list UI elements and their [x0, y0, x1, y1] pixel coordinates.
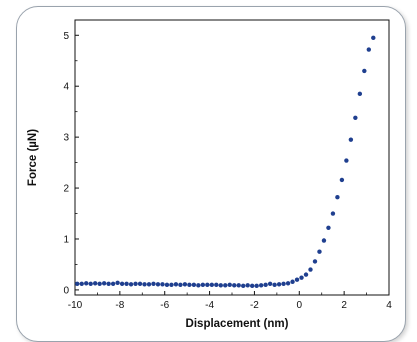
x-axis-title: Displacement (nm) [186, 318, 289, 330]
data-point [272, 282, 277, 288]
data-point [205, 282, 210, 288]
data-point [245, 283, 250, 288]
data-point [191, 282, 197, 288]
y-tick-label: 1 [63, 234, 69, 245]
data-point [84, 281, 89, 286]
plot-frame [74, 19, 390, 296]
data-point [214, 282, 219, 288]
data-point [330, 211, 336, 216]
data-point [223, 283, 228, 288]
data-point [88, 281, 93, 286]
data-point [366, 47, 372, 52]
data-point [344, 158, 349, 163]
data-point [258, 283, 264, 288]
data-point [232, 283, 237, 288]
data-point [133, 281, 138, 286]
data-point [173, 282, 179, 287]
data-point [119, 281, 125, 286]
data-point [236, 283, 241, 288]
data-point [218, 283, 223, 288]
data-point [254, 283, 259, 289]
data-point [128, 282, 134, 287]
data-point [97, 281, 102, 286]
data-point [155, 282, 161, 287]
y-tick-label: 5 [63, 31, 69, 42]
y-axis-title: Force (µN) [27, 129, 39, 186]
data-point [353, 115, 358, 120]
data-point [146, 282, 152, 287]
data-point [115, 280, 120, 285]
data-point [142, 282, 147, 287]
x-tick-label: -2 [250, 300, 259, 311]
data-point [267, 281, 273, 286]
data-point [182, 282, 188, 287]
data-point [110, 281, 116, 286]
data-point [371, 35, 376, 41]
data-point [164, 282, 170, 288]
data-point [357, 91, 363, 97]
y-tick-label: 3 [63, 133, 69, 144]
data-point [169, 282, 174, 288]
data-point [241, 283, 246, 289]
data-point [285, 281, 291, 286]
data-point [92, 281, 98, 286]
y-tick-label: 2 [63, 184, 69, 195]
x-tick-label: 2 [341, 300, 347, 311]
data-point [276, 282, 282, 287]
x-tick-label: 4 [386, 300, 392, 311]
x-tick-label: -4 [205, 300, 214, 311]
data-point [196, 283, 201, 288]
data-point [209, 282, 215, 288]
data-point [101, 281, 107, 286]
data-point [312, 259, 318, 264]
data-point [263, 282, 268, 288]
x-tick-label: -10 [68, 300, 83, 311]
x-tick-label: 0 [297, 300, 303, 311]
data-point [321, 238, 327, 243]
x-tick-label: -6 [160, 300, 169, 311]
data-point [326, 225, 331, 230]
data-point [249, 283, 255, 289]
data-point [200, 282, 206, 288]
data-point [303, 272, 309, 277]
data-point [79, 281, 84, 286]
data-point [299, 275, 304, 280]
y-tick-label: 0 [63, 285, 69, 296]
y-tick-label: 4 [63, 82, 69, 93]
data-point [106, 281, 111, 286]
data-point [178, 282, 183, 288]
x-tick-label: -8 [115, 300, 124, 311]
data-point [362, 68, 367, 74]
data-point [151, 281, 156, 286]
data-point [317, 249, 322, 254]
data-point [124, 281, 129, 286]
data-point [227, 282, 232, 288]
data-point [335, 195, 340, 200]
data-point [294, 277, 300, 282]
data-point [187, 282, 192, 288]
data-point [160, 282, 165, 287]
data-point [290, 279, 295, 284]
data-point [339, 177, 345, 183]
data-point [281, 281, 286, 286]
data-point [348, 137, 354, 142]
data-point [75, 281, 80, 286]
data-point [137, 281, 143, 286]
data-point [308, 267, 313, 272]
